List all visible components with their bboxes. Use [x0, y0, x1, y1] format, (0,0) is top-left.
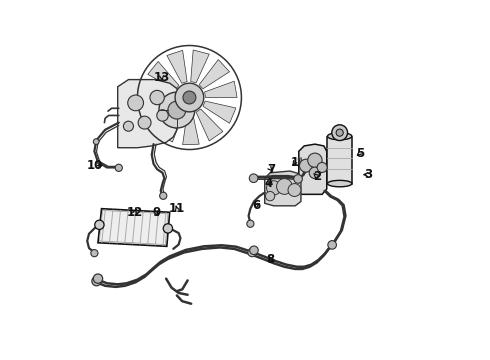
Circle shape [336, 129, 343, 136]
Circle shape [183, 91, 196, 104]
Text: 8: 8 [267, 253, 275, 266]
Circle shape [128, 95, 144, 111]
Circle shape [288, 184, 301, 197]
Circle shape [247, 220, 254, 227]
Circle shape [138, 116, 151, 129]
Text: 12: 12 [127, 206, 143, 219]
Polygon shape [199, 59, 229, 89]
Polygon shape [191, 50, 209, 83]
Circle shape [92, 276, 101, 286]
Ellipse shape [327, 133, 352, 140]
Circle shape [160, 192, 167, 199]
Polygon shape [158, 110, 184, 142]
Polygon shape [196, 109, 223, 141]
Circle shape [150, 90, 164, 105]
Circle shape [115, 164, 122, 171]
Circle shape [93, 274, 102, 283]
Circle shape [250, 246, 258, 255]
Polygon shape [167, 50, 187, 83]
Polygon shape [205, 81, 237, 98]
Polygon shape [118, 80, 180, 148]
Text: 13: 13 [154, 71, 170, 84]
Text: 9: 9 [152, 207, 161, 220]
Circle shape [95, 220, 104, 229]
Circle shape [159, 92, 195, 128]
Polygon shape [142, 84, 174, 100]
Circle shape [317, 162, 327, 172]
Circle shape [332, 125, 347, 140]
Circle shape [294, 175, 302, 183]
Circle shape [328, 240, 337, 249]
Circle shape [309, 167, 320, 179]
Polygon shape [299, 144, 327, 194]
Circle shape [267, 181, 281, 195]
Ellipse shape [327, 180, 352, 187]
Text: 11: 11 [169, 202, 185, 215]
Circle shape [163, 224, 172, 233]
Text: 2: 2 [313, 170, 321, 183]
Circle shape [249, 174, 258, 183]
Polygon shape [265, 171, 301, 206]
Text: 3: 3 [365, 168, 373, 181]
Text: 5: 5 [356, 147, 364, 159]
Text: 6: 6 [253, 199, 261, 212]
Circle shape [299, 159, 313, 172]
Circle shape [157, 110, 168, 121]
Text: 4: 4 [264, 177, 272, 190]
Circle shape [248, 248, 256, 257]
Text: 7: 7 [267, 163, 275, 176]
Circle shape [93, 139, 99, 144]
Circle shape [175, 83, 204, 112]
Text: 10: 10 [86, 159, 102, 172]
Circle shape [308, 153, 322, 167]
Polygon shape [148, 62, 179, 90]
Bar [327, 137, 352, 184]
Circle shape [168, 101, 186, 119]
Polygon shape [183, 113, 199, 145]
Circle shape [266, 192, 275, 201]
Text: 1: 1 [291, 156, 298, 169]
Polygon shape [144, 102, 176, 126]
Polygon shape [203, 101, 236, 123]
Polygon shape [98, 209, 170, 246]
Circle shape [123, 121, 133, 131]
Circle shape [91, 249, 98, 257]
Circle shape [276, 179, 293, 194]
